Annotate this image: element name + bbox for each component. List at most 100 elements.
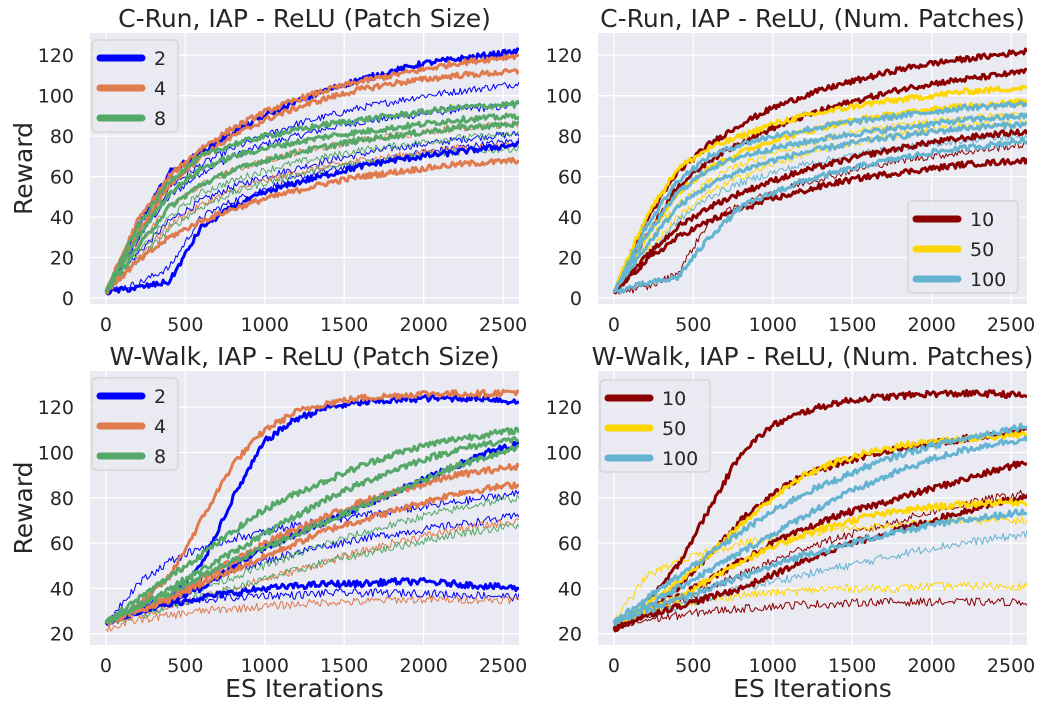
panel-title: W-Walk, IAP - ReLU, (Num. Patches) xyxy=(592,342,1034,371)
y-tick-label: 80 xyxy=(558,126,582,148)
legend: 10 50 100 xyxy=(599,379,711,473)
y-tick-label: 60 xyxy=(50,533,74,555)
x-tick-label: 2000 xyxy=(907,314,955,336)
series-line-100 xyxy=(612,435,1027,627)
x-axis-label: ES Iterations xyxy=(733,674,892,703)
series-line-10 xyxy=(613,140,1027,295)
y-tick-label: 120 xyxy=(546,45,582,67)
legend-label: 8 xyxy=(154,108,166,130)
x-tick-label: 0 xyxy=(100,314,112,336)
legend-frame xyxy=(907,200,1019,294)
series-line-100 xyxy=(613,530,1027,626)
x-tick-label: 2000 xyxy=(399,655,447,677)
x-tick-label: 1500 xyxy=(828,655,876,677)
legend-label: 100 xyxy=(970,269,1006,291)
y-tick-label: 120 xyxy=(546,397,582,419)
x-axis-label: ES Iterations xyxy=(225,674,384,703)
series-line-8 xyxy=(104,120,519,293)
x-tick-label: 1000 xyxy=(241,655,289,677)
y-tick-label: 0 xyxy=(62,288,74,310)
legend-label: 2 xyxy=(154,386,166,408)
x-tick-label: 500 xyxy=(167,655,203,677)
tick-labels: 0 500 1000 1500 2000 2500 0 20 40 60 80 100 120 xyxy=(38,45,528,336)
series-line-8 xyxy=(105,131,519,294)
panel-c-run-patch-size: 0 500 1000 1500 2000 2500 0 20 40 60 80 100 120 C-Ru… xyxy=(9,4,527,336)
y-tick-label: 40 xyxy=(50,578,74,600)
x-tick-label: 2500 xyxy=(987,314,1035,336)
y-tick-label: 60 xyxy=(558,533,582,555)
series-line-2 xyxy=(105,130,519,293)
y-tick-label: 60 xyxy=(558,167,582,189)
x-tick-label: 1500 xyxy=(320,655,368,677)
series-line-100 xyxy=(613,508,1027,624)
x-tick-label: 1000 xyxy=(241,314,289,336)
series-line-50 xyxy=(613,118,1027,293)
y-tick-label: 40 xyxy=(558,578,582,600)
x-tick-label: 2000 xyxy=(907,655,955,677)
series-line-4 xyxy=(105,595,519,632)
series-line-10 xyxy=(612,389,1027,630)
legend-label: 4 xyxy=(154,416,166,438)
x-tick-label: 2500 xyxy=(479,314,527,336)
series-line-10 xyxy=(612,156,1027,294)
y-tick-label: 60 xyxy=(50,167,74,189)
x-tick-label: 1000 xyxy=(749,314,797,336)
legend-frame xyxy=(599,379,711,473)
legend-label: 8 xyxy=(154,446,166,468)
y-tick-label: 80 xyxy=(50,488,74,510)
x-tick-label: 500 xyxy=(167,314,203,336)
legend-label: 50 xyxy=(970,239,994,261)
series-line-8 xyxy=(105,522,519,624)
legend: 10 50 100 xyxy=(907,200,1019,294)
panel-c-run-num-patches: 0 500 1000 1500 2000 2500 0 20 40 60 80 100 120 C-Ru… xyxy=(546,4,1036,336)
y-tick-label: 40 xyxy=(50,207,74,229)
x-tick-label: 2000 xyxy=(399,314,447,336)
y-tick-label: 80 xyxy=(558,488,582,510)
y-tick-label: 100 xyxy=(546,443,582,465)
y-axis-label: Reward xyxy=(9,461,38,554)
series-line-100 xyxy=(612,422,1027,624)
panel-w-walk-patch-size: 0 500 1000 1500 2000 2500 20 40 60 80 100 120 W-Wal… xyxy=(9,342,527,703)
series-line-4 xyxy=(105,388,519,624)
legend-label: 100 xyxy=(662,448,698,470)
x-tick-label: 1500 xyxy=(828,314,876,336)
series-line-2 xyxy=(105,103,519,293)
series-line-10 xyxy=(613,597,1027,631)
series-line-8 xyxy=(104,112,519,294)
y-tick-label: 0 xyxy=(570,288,582,310)
y-tick-label: 120 xyxy=(38,45,74,67)
y-tick-label: 100 xyxy=(38,443,74,465)
y-axis-label: Reward xyxy=(9,122,38,215)
x-tick-label: 2500 xyxy=(479,655,527,677)
y-tick-label: 80 xyxy=(50,126,74,148)
legend: 2 4 8 xyxy=(91,377,179,471)
series-line-8 xyxy=(105,444,519,625)
x-tick-label: 0 xyxy=(100,655,112,677)
x-tick-label: 500 xyxy=(675,314,711,336)
tick-labels: 0 500 1000 1500 2000 2500 20 40 60 80 100 120 xyxy=(38,397,528,677)
x-tick-label: 2500 xyxy=(987,655,1035,677)
series-line-8 xyxy=(104,426,519,624)
series-line-2 xyxy=(105,81,519,293)
series-line-10 xyxy=(613,489,1027,631)
legend-label: 10 xyxy=(970,209,994,231)
y-tick-label: 120 xyxy=(38,397,74,419)
series-line-50 xyxy=(612,84,1027,293)
y-tick-label: 20 xyxy=(50,624,74,646)
legend-label: 50 xyxy=(662,418,686,440)
series-line-100 xyxy=(613,112,1027,294)
x-tick-label: 500 xyxy=(675,655,711,677)
x-tick-label: 1000 xyxy=(749,655,797,677)
series-line-100 xyxy=(612,121,1027,293)
x-tick-label: 1500 xyxy=(320,314,368,336)
series-line-10 xyxy=(612,47,1027,293)
y-tick-label: 40 xyxy=(558,207,582,229)
series-lines xyxy=(104,388,519,632)
y-tick-label: 100 xyxy=(38,86,74,108)
tick-labels: 0 500 1000 1500 2000 2500 0 20 40 60 80 100 120 xyxy=(546,45,1036,336)
panel-title: W-Walk, IAP - ReLU (Patch Size) xyxy=(110,342,500,371)
series-lines xyxy=(612,389,1027,633)
y-tick-label: 20 xyxy=(558,624,582,646)
series-line-2 xyxy=(104,140,519,296)
